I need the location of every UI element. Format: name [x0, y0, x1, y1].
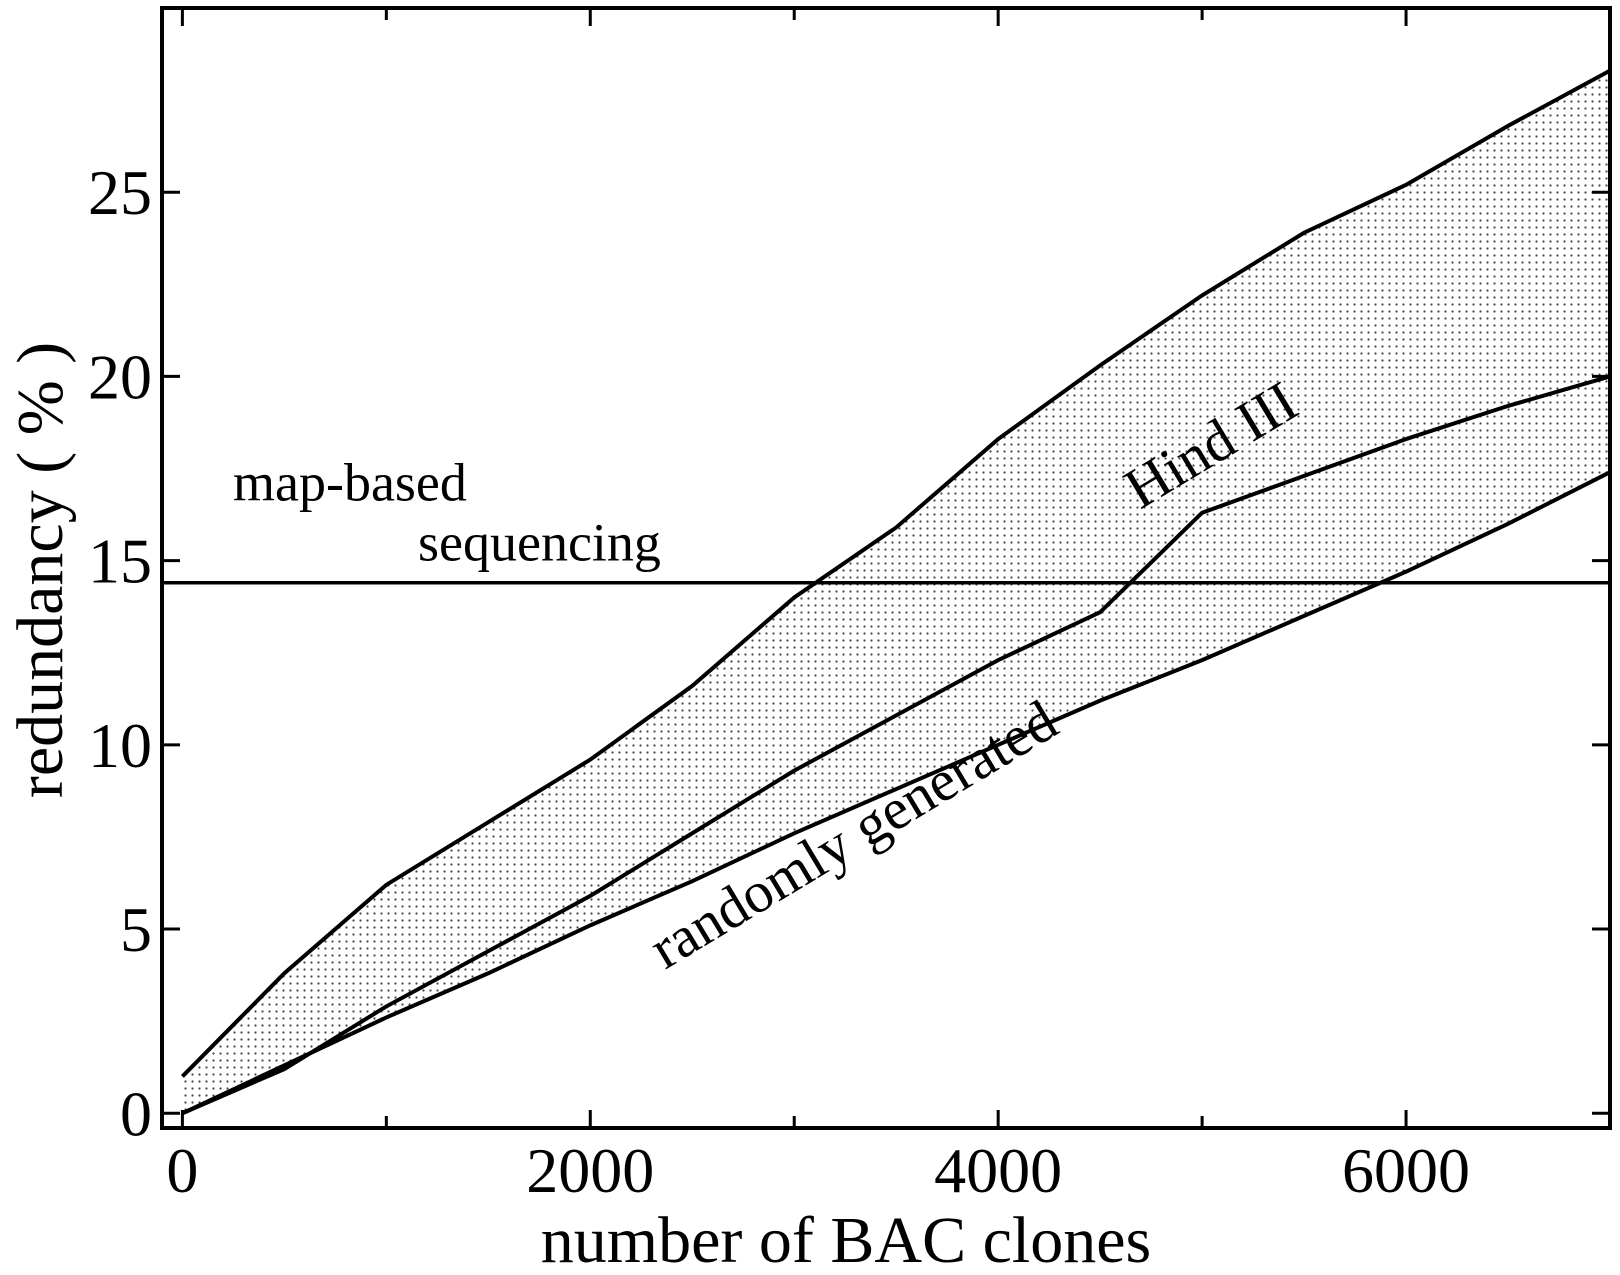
x-tick-label: 4000 — [934, 1135, 1062, 1206]
series-line — [181, 374, 1611, 1116]
x-tick-label: 2000 — [526, 1135, 654, 1206]
annotation: sequencing — [418, 513, 661, 573]
y-axis-label: redundancy ( % ) — [4, 342, 77, 798]
annotation: map-based — [233, 453, 467, 513]
series-line — [180, 68, 1611, 1078]
shaded-band — [182, 70, 1610, 1114]
series-line — [181, 470, 1611, 1116]
y-tick-label: 20 — [88, 341, 152, 412]
x-axis-label: number of BAC clones — [541, 1204, 1151, 1275]
y-tick-label: 10 — [88, 710, 152, 781]
y-tick-label: 5 — [120, 894, 152, 965]
x-tick-label: 6000 — [1342, 1135, 1470, 1206]
y-tick-label: 25 — [88, 157, 152, 228]
y-tick-label: 15 — [88, 526, 152, 597]
plot-frame — [160, 6, 1612, 1130]
y-tick-label: 0 — [120, 1078, 152, 1149]
x-tick-label: 0 — [166, 1135, 198, 1206]
